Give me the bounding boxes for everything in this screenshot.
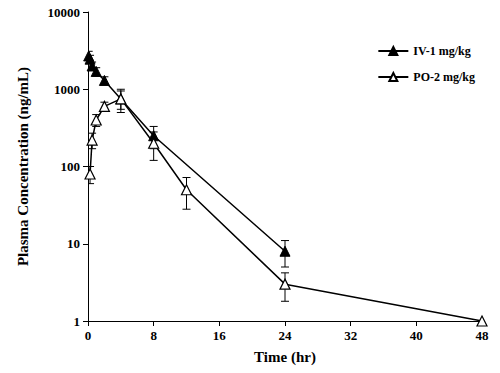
svg-text:24: 24: [279, 328, 293, 343]
svg-text:100: 100: [61, 159, 81, 174]
svg-text:10: 10: [67, 236, 80, 251]
svg-text:Time (hr): Time (hr): [254, 349, 316, 366]
svg-text:8: 8: [150, 328, 157, 343]
svg-text:40: 40: [410, 328, 423, 343]
svg-text:32: 32: [344, 328, 357, 343]
svg-text:1: 1: [74, 314, 81, 329]
svg-text:IV-1 mg/kg: IV-1 mg/kg: [413, 44, 470, 58]
svg-text:PO-2 mg/kg: PO-2 mg/kg: [413, 70, 475, 84]
svg-text:Plasma Concentration (ng/mL): Plasma Concentration (ng/mL): [15, 67, 32, 266]
svg-text:16: 16: [213, 328, 227, 343]
svg-text:48: 48: [476, 328, 490, 343]
svg-text:1000: 1000: [54, 82, 80, 97]
svg-text:0: 0: [85, 328, 92, 343]
svg-text:10000: 10000: [48, 5, 81, 20]
